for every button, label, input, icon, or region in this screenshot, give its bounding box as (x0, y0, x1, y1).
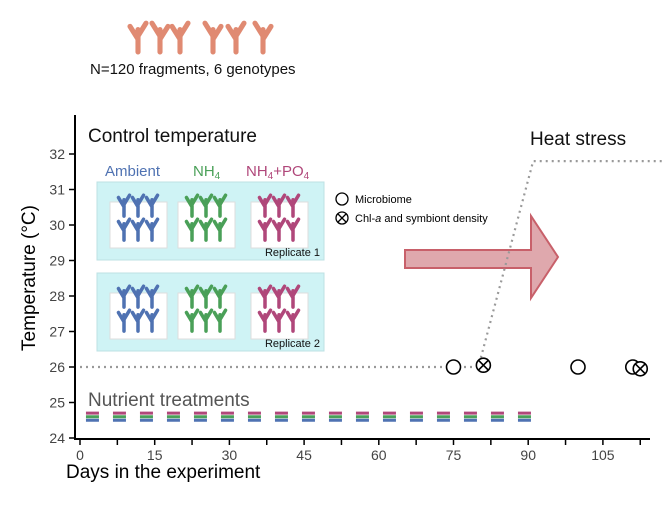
heat-stress-title: Heat stress (530, 129, 626, 150)
x-tick-label: 45 (296, 447, 312, 463)
replicate-label-2: Replicate 2 (265, 338, 320, 350)
chl-sample-point (632, 360, 649, 377)
x-tick-label: 30 (222, 447, 238, 463)
coral-icon (130, 23, 146, 52)
x-tick-label: 90 (520, 447, 536, 463)
coral-icon (205, 23, 221, 52)
treatment-label-nh4: NH4 (193, 163, 221, 182)
y-tick-label: 27 (49, 324, 65, 340)
y-tick-label: 31 (49, 182, 65, 198)
coral-fragments-illustration (130, 23, 271, 52)
control-temperature-title: Control temperature (88, 126, 257, 147)
nutrient-treatments-label: Nutrient treatments (88, 390, 250, 411)
axis-ticks: 0 15 30 45 60 75 90 105 24 25 26 27 28 29 30 31 32 (49, 146, 641, 463)
treatment-label-nh4po4: NH4+PO4 (246, 163, 310, 182)
coral-icon (255, 23, 271, 52)
replicate-tanks (96, 181, 325, 352)
microbiome-sample-point (570, 359, 586, 375)
treatment-label-ambient: Ambient (105, 163, 161, 180)
microbiome-legend-icon (335, 192, 349, 206)
y-tick-label: 28 (49, 288, 65, 304)
x-axis-label: Days in the experiment (66, 462, 261, 483)
coral-icon (152, 23, 168, 52)
replicate-tank-1 (96, 181, 325, 261)
y-tick-label: 29 (49, 253, 65, 269)
x-tick-label: 0 (76, 447, 84, 463)
legend-chl: Chl-a and symbiont density (355, 213, 488, 225)
y-tick-label: 25 (49, 395, 65, 411)
chl-legend-icon (335, 211, 349, 225)
y-tick-label: 30 (49, 217, 65, 233)
replicate-tank-2 (96, 272, 325, 352)
x-tick-label: 105 (591, 447, 615, 463)
y-axis-label: Temperature (°C) (19, 205, 40, 351)
coral-icon (228, 23, 244, 52)
replicate-label-1: Replicate 1 (265, 247, 320, 259)
y-tick-label: 32 (49, 146, 65, 162)
microbiome-sample-point (445, 359, 462, 375)
chl-sample-point (475, 357, 492, 374)
y-tick-label: 24 (49, 430, 65, 446)
plot-area (80, 160, 663, 422)
x-tick-label: 60 (371, 447, 387, 463)
legend-microbiome: Microbiome (355, 194, 412, 206)
coral-icon (172, 23, 188, 52)
sample-size-caption: N=120 fragments, 6 genotypes (90, 61, 296, 78)
y-tick-label: 26 (49, 359, 65, 375)
heat-stress-arrow (404, 212, 560, 302)
temperature-line (80, 160, 663, 369)
x-tick-label: 75 (446, 447, 462, 463)
x-tick-label: 15 (147, 447, 163, 463)
